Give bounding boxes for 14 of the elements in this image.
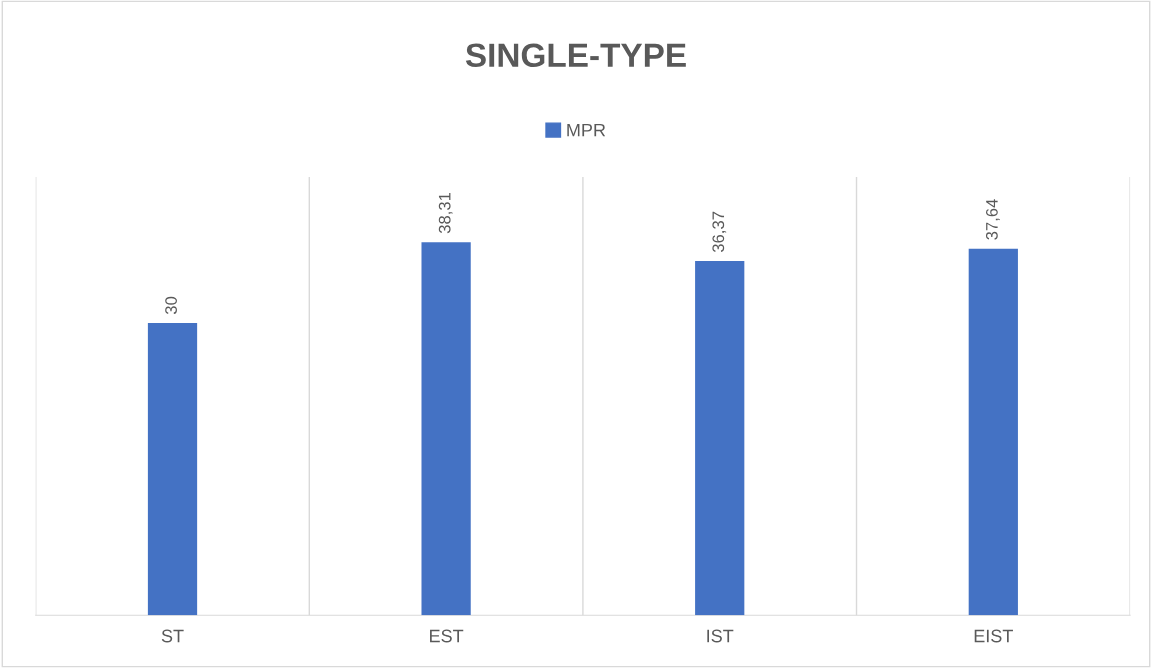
bar: [695, 261, 745, 616]
bar: [421, 242, 471, 616]
data-label: 36,37: [712, 211, 727, 253]
data-label: 37,64: [985, 199, 1000, 240]
x-tick-label: EIST: [974, 629, 1013, 643]
data-label: 38,31: [438, 192, 453, 234]
x-tick-label: IST: [707, 629, 734, 643]
x-tick-label: ST: [161, 629, 184, 643]
bar: [147, 323, 198, 616]
x-tick-label: EST: [430, 629, 464, 643]
data-label: 30: [165, 296, 177, 315]
chart-title: SINGLE-TYPE: [465, 43, 686, 68]
legend-label: MPR: [567, 123, 606, 137]
bar: [968, 248, 1018, 616]
